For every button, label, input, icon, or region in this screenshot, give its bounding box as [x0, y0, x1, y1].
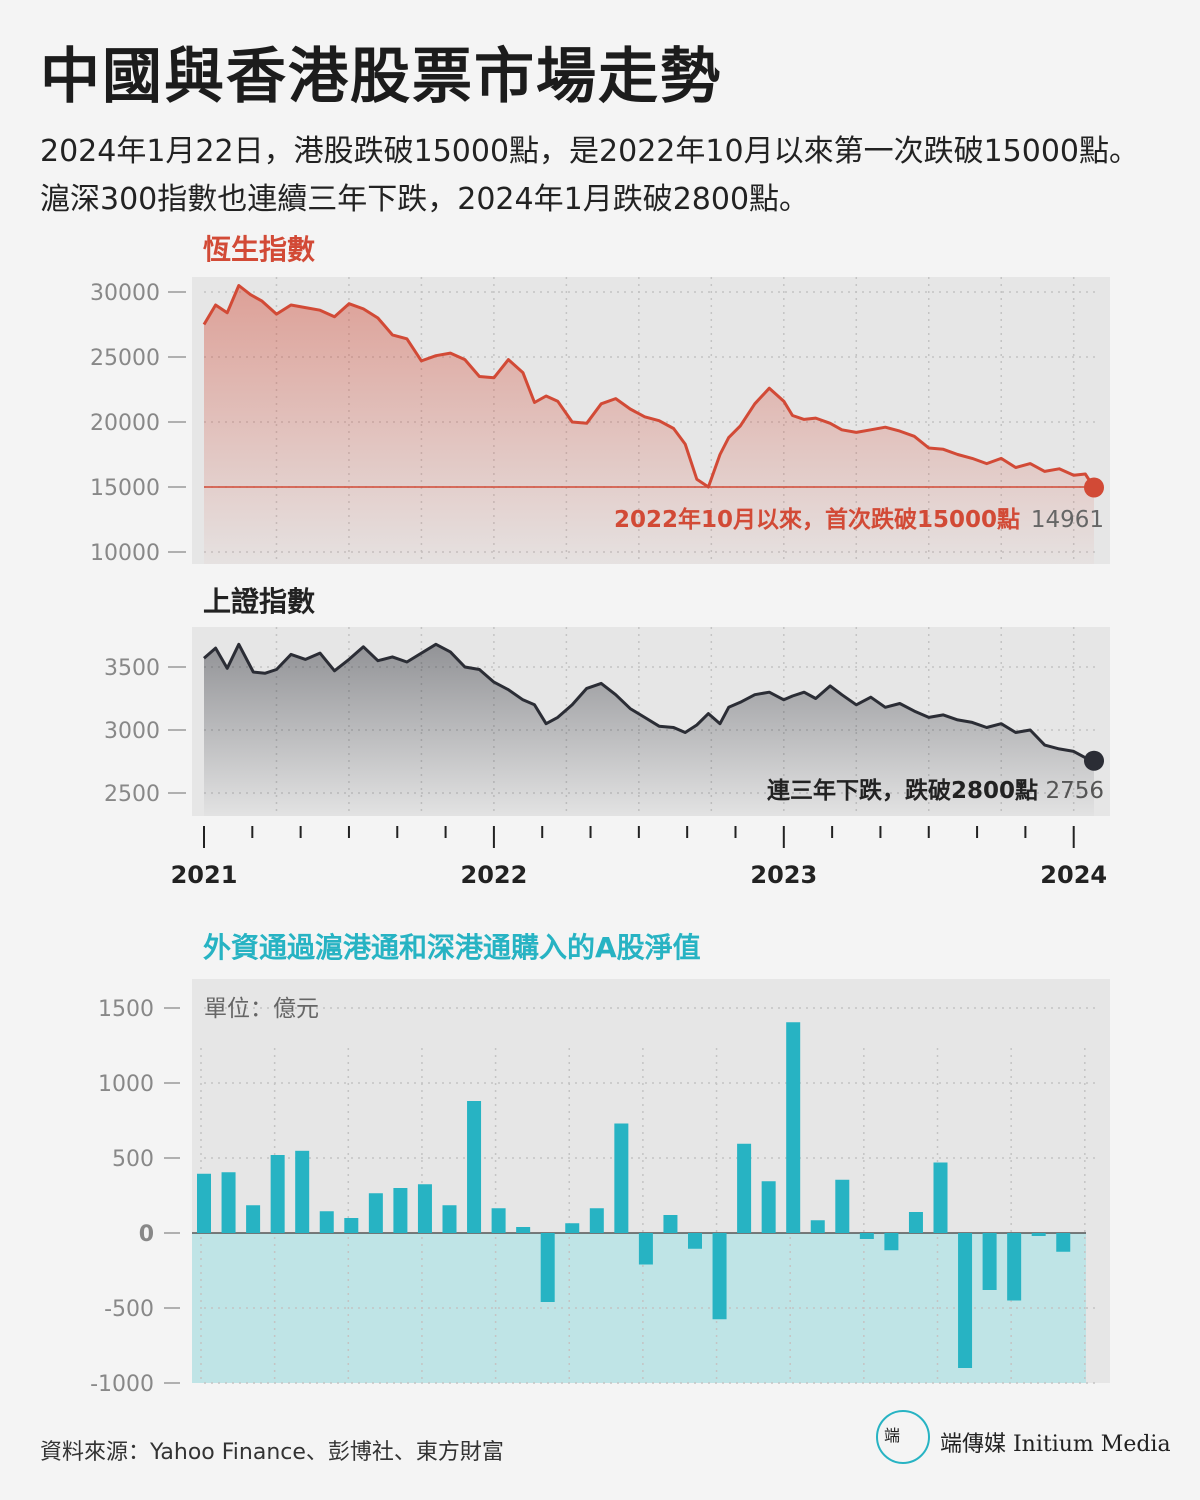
- sse-last-point: [1084, 750, 1104, 771]
- hsi-last-value: 14961: [1031, 507, 1104, 533]
- bar-y-axis: 1500 1000 500 0 -500 -1000: [90, 997, 180, 1397]
- bar-2021-05: [295, 1150, 310, 1233]
- hsi-tick-label: 25000: [90, 346, 160, 371]
- x-year-label: 2022: [461, 861, 528, 889]
- bar-2021-06: [319, 1211, 334, 1233]
- sse-y-axis: 3500 3000 2500: [104, 656, 186, 807]
- logo-circle: [876, 1410, 930, 1464]
- page-title: 中國與香港股票市場走勢: [40, 42, 722, 112]
- bar-2022-05: [589, 1208, 604, 1233]
- hsi-annotation: 2022年10月以來，首次跌破15000點: [614, 506, 1020, 533]
- sse-line: [203, 642, 1095, 763]
- bar-2023-02: [810, 1220, 825, 1233]
- sse-title: 上證指數: [203, 585, 315, 618]
- bar-2023-09: [982, 1233, 997, 1290]
- bar-tick-label: 500: [112, 1147, 154, 1172]
- bar-2021-03: [246, 1205, 261, 1233]
- bar-2022-01: [491, 1208, 506, 1233]
- unit-label: 單位：億元: [204, 996, 319, 1022]
- sse-tick-label: 3000: [104, 719, 160, 744]
- logo-text: 端傳媒 Initium Media: [940, 1432, 1171, 1457]
- x-year-label: 2024: [1040, 861, 1107, 889]
- x-axis: 2021 2022 2023 2024: [171, 826, 1107, 889]
- bar-2023-03: [835, 1179, 850, 1233]
- bar-2022-10: [712, 1233, 727, 1320]
- bar-tick-label: 1500: [98, 997, 154, 1022]
- bar-tick-label: -1000: [90, 1372, 154, 1397]
- bar-2023-12: [1056, 1233, 1071, 1252]
- bar-2022-07: [638, 1233, 653, 1265]
- bar-2023-01: [786, 1022, 801, 1233]
- bar-2021-11: [442, 1205, 457, 1233]
- source-note: 資料來源：Yahoo Finance、彭博社、東方財富: [40, 1440, 504, 1465]
- bar-2021-02: [221, 1172, 236, 1233]
- bar-2023-06: [908, 1212, 923, 1233]
- bar-2021-12: [467, 1101, 482, 1233]
- sse-area: [204, 644, 1094, 816]
- sse-tick-label: 3500: [104, 656, 160, 681]
- logo-mark: 端: [884, 1426, 901, 1445]
- bar-2023-08: [958, 1233, 973, 1368]
- x-year-label: 2021: [171, 861, 238, 889]
- bar-2021-08: [368, 1193, 383, 1233]
- bar-grid: [200, 1007, 1100, 1384]
- x-year-label: 2023: [750, 861, 817, 889]
- bar-2021-10: [417, 1184, 432, 1233]
- bar-2022-09: [688, 1233, 702, 1249]
- bar-2023-10: [1007, 1233, 1022, 1301]
- bar-2021-04: [270, 1155, 285, 1233]
- bar-2023-04: [859, 1233, 874, 1239]
- sse-last-value: 2756: [1045, 778, 1104, 804]
- bar-2022-03: [540, 1233, 555, 1302]
- bar-2022-12: [761, 1181, 776, 1233]
- sse-annotation: 連三年下跌，跌破2800點: [767, 777, 1038, 804]
- bar-2021-01: [197, 1173, 211, 1233]
- hsi-title: 恆生指數: [203, 233, 315, 266]
- bar-2022-04: [565, 1223, 580, 1233]
- bar-2021-09: [393, 1188, 408, 1233]
- bar-2022-02: [516, 1227, 531, 1233]
- bar-title: 外資通過滬港通和深港通購入的A股淨值: [203, 931, 701, 964]
- hsi-last-point: [1084, 477, 1104, 498]
- bar-2023-07: [933, 1162, 948, 1233]
- bar-tick-label: 1000: [98, 1072, 154, 1097]
- hsi-tick-label: 20000: [90, 411, 160, 436]
- page-subtitle: 2024年1月22日，港股跌破15000點，是2022年10月以來第一次跌破15…: [40, 134, 1139, 217]
- bars: [197, 1022, 1071, 1368]
- bar-2021-07: [344, 1218, 359, 1233]
- hsi-tick-label: 15000: [90, 476, 160, 501]
- bar-2022-06: [614, 1123, 629, 1233]
- hsi-area: [204, 285, 1094, 564]
- bar-2022-08: [663, 1215, 678, 1233]
- bar-2023-05: [884, 1233, 899, 1251]
- sse-tick-label: 2500: [104, 782, 160, 807]
- bar-tick-label: -500: [104, 1297, 154, 1322]
- hsi-line: [202, 284, 1096, 489]
- hsi-y-axis: 30000 25000 20000 15000 10000: [90, 281, 186, 566]
- bar-2022-11: [737, 1143, 752, 1233]
- hsi-tick-label: 10000: [90, 541, 160, 566]
- bar-2023-11: [1031, 1233, 1046, 1236]
- bar-tick-label: 0: [139, 1222, 154, 1247]
- hsi-tick-label: 30000: [90, 281, 160, 306]
